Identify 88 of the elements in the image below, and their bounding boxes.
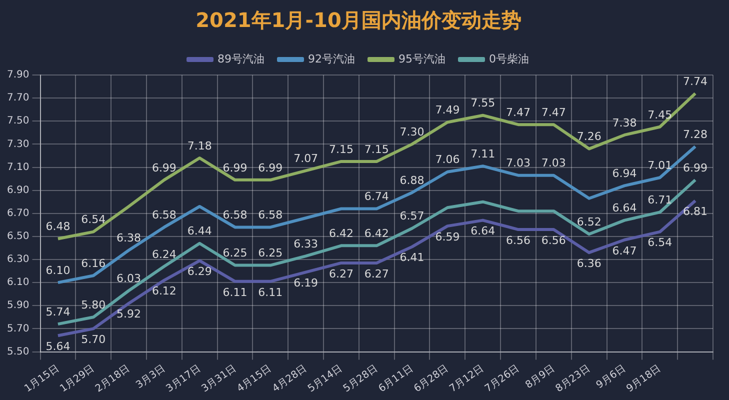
data-label: 7.18 <box>187 139 212 152</box>
data-label: 6.64 <box>470 224 496 238</box>
x-tick-label: 5月14日 <box>306 363 344 395</box>
y-tick-label: 5.70 <box>7 323 30 334</box>
data-label: 5.92 <box>116 308 142 321</box>
data-label: 6.99 <box>152 161 176 174</box>
legend-label: 0号柴油 <box>488 52 529 66</box>
data-label: 7.30 <box>400 126 424 139</box>
data-label: 6.56 <box>506 234 531 247</box>
y-tick-label: 5.90 <box>7 300 30 312</box>
data-label: 6.54 <box>648 236 672 250</box>
data-label: 7.45 <box>648 108 672 122</box>
data-label: 7.11 <box>470 147 496 160</box>
y-tick-label: 6.70 <box>7 208 30 219</box>
y-tick-label: 6.90 <box>7 184 30 196</box>
data-label: 7.49 <box>435 104 460 117</box>
data-label: 6.64 <box>612 202 637 215</box>
data-label: 6.74 <box>364 190 389 204</box>
data-label: 6.88 <box>400 174 424 187</box>
data-label: 6.38 <box>116 232 142 245</box>
data-label: 6.52 <box>576 215 602 228</box>
data-label: 6.29 <box>187 265 212 278</box>
data-label: 7.01 <box>648 158 672 172</box>
data-label: 6.71 <box>648 194 672 207</box>
data-label: 6.12 <box>152 284 176 298</box>
data-label: 7.47 <box>541 106 566 119</box>
y-tick-label: 7.30 <box>7 138 30 150</box>
data-label: 5.74 <box>46 305 70 318</box>
data-label: 7.03 <box>541 156 566 170</box>
data-label: 6.44 <box>187 224 212 238</box>
x-tick-label: 2月18日 <box>94 363 132 395</box>
data-label: 6.24 <box>152 248 176 261</box>
data-label: 6.48 <box>46 220 70 234</box>
data-label: 7.47 <box>506 106 531 119</box>
data-label: 6.54 <box>81 213 106 226</box>
y-tick-label: 7.10 <box>7 162 30 173</box>
data-label: 6.16 <box>81 257 106 270</box>
y-tick-label: 5.50 <box>7 346 30 358</box>
y-tick-label: 6.50 <box>7 231 30 242</box>
data-label: 7.15 <box>328 142 354 156</box>
data-label: 7.06 <box>435 153 460 166</box>
data-label: 6.11 <box>258 286 283 299</box>
data-label: 6.59 <box>435 230 460 244</box>
y-tick-label: 6.10 <box>7 277 30 288</box>
data-label: 6.47 <box>612 244 637 258</box>
data-label: 5.70 <box>81 333 106 346</box>
data-label: 6.03 <box>116 272 142 285</box>
data-label: 6.25 <box>222 246 248 260</box>
data-label: 6.10 <box>46 264 70 277</box>
data-label: 7.26 <box>576 130 602 144</box>
data-label: 7.74 <box>683 74 708 88</box>
data-label: 7.28 <box>683 128 708 141</box>
data-label: 6.27 <box>328 267 354 280</box>
data-label: 6.27 <box>364 267 389 280</box>
data-label: 5.80 <box>81 298 106 312</box>
data-label: 6.36 <box>576 256 602 270</box>
data-label: 6.99 <box>222 161 248 174</box>
data-label: 6.58 <box>152 208 176 222</box>
y-tick-label: 6.30 <box>7 254 30 266</box>
data-label: 6.42 <box>328 227 354 240</box>
data-label: 6.25 <box>258 246 283 260</box>
data-label: 7.03 <box>506 156 531 170</box>
y-tick-label: 7.90 <box>7 70 30 81</box>
data-label: 6.11 <box>222 286 248 299</box>
data-label: 6.58 <box>222 208 248 222</box>
data-label: 6.57 <box>400 210 424 223</box>
data-label: 7.55 <box>470 96 496 110</box>
data-label: 7.38 <box>612 116 637 130</box>
data-label: 6.56 <box>541 234 566 247</box>
legend-label: 95号汽油 <box>398 52 446 66</box>
data-label: 6.41 <box>400 251 424 264</box>
chart-title: 2021年1月-10月国内油价变动走势 <box>196 8 522 32</box>
legend-label: 89号汽油 <box>218 52 265 66</box>
data-label: 6.19 <box>294 276 318 290</box>
data-label: 6.94 <box>612 167 637 180</box>
data-label: 6.58 <box>258 208 283 222</box>
data-label: 6.33 <box>294 237 318 250</box>
data-label: 6.99 <box>258 161 283 174</box>
data-label: 6.42 <box>364 227 389 240</box>
data-label: 6.81 <box>683 205 708 218</box>
y-tick-label: 7.70 <box>7 92 30 104</box>
data-label: 7.15 <box>364 142 389 156</box>
y-tick-label: 7.50 <box>7 116 30 127</box>
x-tick-label: 1月15日 <box>22 363 62 395</box>
data-label: 7.07 <box>294 152 318 166</box>
legend-label: 92号汽油 <box>308 52 355 66</box>
data-label: 5.64 <box>46 340 70 353</box>
data-label: 6.99 <box>683 161 708 174</box>
